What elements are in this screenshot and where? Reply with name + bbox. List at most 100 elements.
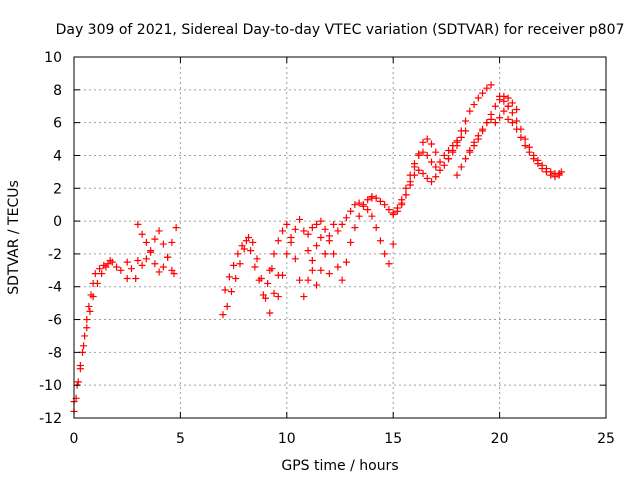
data-point	[453, 171, 461, 179]
data-point	[351, 224, 359, 232]
data-point	[296, 215, 304, 223]
data-point	[317, 266, 325, 274]
data-point	[432, 148, 440, 156]
data-point	[225, 273, 233, 281]
data-point	[547, 171, 555, 179]
data-point	[530, 155, 538, 163]
data-point	[419, 138, 427, 146]
data-point	[508, 99, 516, 107]
data-point	[338, 220, 346, 228]
data-point	[242, 237, 250, 245]
data-point	[102, 263, 110, 271]
data-point	[513, 106, 521, 114]
y-tick-label: -2	[48, 247, 62, 263]
data-point	[445, 155, 453, 163]
data-point	[402, 191, 410, 199]
data-point	[423, 135, 431, 143]
data-point	[487, 115, 495, 123]
data-point	[313, 281, 321, 289]
data-point	[279, 227, 287, 235]
data-point	[355, 212, 363, 220]
data-point	[551, 173, 559, 181]
data-point	[372, 194, 380, 202]
data-point	[308, 266, 316, 274]
data-point	[164, 253, 172, 261]
data-point	[159, 263, 167, 271]
data-point	[83, 324, 91, 332]
data-point	[508, 119, 516, 127]
data-point	[238, 242, 246, 250]
data-point	[223, 302, 231, 310]
data-point	[419, 148, 427, 156]
data-point	[270, 289, 278, 297]
data-point	[428, 140, 436, 148]
data-point	[93, 279, 101, 287]
data-point	[555, 171, 563, 179]
data-point	[234, 250, 242, 258]
data-point	[372, 224, 380, 232]
data-point	[419, 170, 427, 178]
data-point	[283, 250, 291, 258]
data-point	[159, 240, 167, 248]
data-point	[538, 165, 546, 173]
series-arc-10	[334, 199, 397, 268]
data-point	[479, 89, 487, 97]
data-point	[423, 151, 431, 159]
data-point	[168, 238, 176, 246]
data-point	[351, 201, 359, 209]
data-point	[474, 135, 482, 143]
data-point	[264, 279, 272, 287]
data-point	[436, 158, 444, 166]
data-point	[134, 220, 142, 228]
data-point	[172, 224, 180, 232]
data-point	[466, 107, 474, 115]
data-point	[496, 92, 504, 100]
data-point	[300, 227, 308, 235]
data-point	[236, 260, 244, 268]
data-point	[155, 268, 163, 276]
data-point	[147, 248, 155, 256]
data-point	[513, 125, 521, 133]
data-point	[368, 192, 376, 200]
data-point	[325, 270, 333, 278]
data-point	[347, 207, 355, 215]
x-tick-label: 0	[70, 431, 79, 447]
data-point	[364, 206, 372, 214]
data-point	[334, 263, 342, 271]
data-point	[483, 119, 491, 127]
data-point	[364, 196, 372, 204]
data-point	[321, 250, 329, 258]
data-point	[221, 286, 229, 294]
data-point	[470, 101, 478, 109]
data-point	[151, 235, 159, 243]
data-point	[274, 293, 282, 301]
data-point	[317, 217, 325, 225]
data-point	[308, 256, 316, 264]
data-point	[479, 127, 487, 135]
data-point	[338, 276, 346, 284]
data-point	[521, 135, 529, 143]
data-point	[283, 220, 291, 228]
data-point	[466, 148, 474, 156]
data-point	[398, 199, 406, 207]
series-arc-7	[266, 220, 333, 301]
data-point	[521, 142, 529, 150]
tick-layer: 0 5 10 15 20 25 -12 -10 -8 -6 -4 -2 0 2 4 6 8 10	[39, 50, 615, 447]
data-point	[368, 212, 376, 220]
data-point	[134, 256, 142, 264]
data-point	[266, 266, 274, 274]
data-point	[259, 291, 267, 299]
data-point	[142, 255, 150, 263]
data-point	[270, 250, 278, 258]
data-point	[359, 201, 367, 209]
y-axis-title: SDTVAR / TECUs	[6, 180, 22, 295]
data-point	[117, 266, 125, 274]
data-point	[313, 220, 321, 228]
data-point	[138, 230, 146, 238]
data-point	[81, 332, 89, 340]
data-point	[487, 81, 495, 89]
y-tick-label: 2	[53, 181, 62, 197]
data-point	[334, 227, 342, 235]
data-point	[470, 142, 478, 150]
data-point	[496, 114, 504, 122]
